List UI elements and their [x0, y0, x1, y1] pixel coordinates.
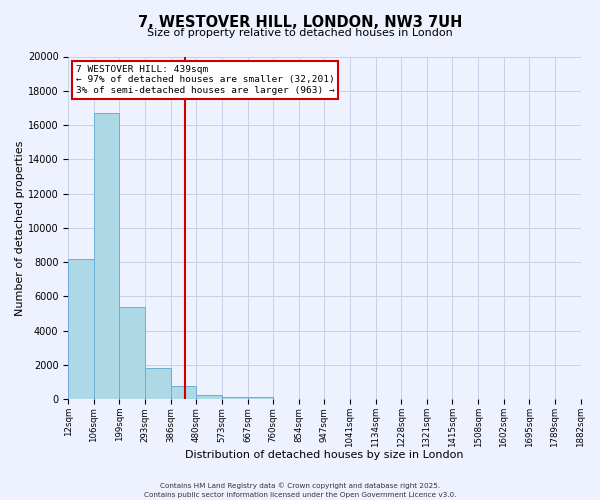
Text: Contains HM Land Registry data © Crown copyright and database right 2025.: Contains HM Land Registry data © Crown c…: [160, 482, 440, 489]
X-axis label: Distribution of detached houses by size in London: Distribution of detached houses by size …: [185, 450, 464, 460]
Bar: [222, 396, 248, 399]
Bar: [171, 386, 196, 399]
Text: Contains public sector information licensed under the Open Government Licence v3: Contains public sector information licen…: [144, 492, 456, 498]
Bar: [196, 395, 222, 399]
Text: 7, WESTOVER HILL, LONDON, NW3 7UH: 7, WESTOVER HILL, LONDON, NW3 7UH: [138, 15, 462, 30]
Text: 7 WESTOVER HILL: 439sqm
← 97% of detached houses are smaller (32,201)
3% of semi: 7 WESTOVER HILL: 439sqm ← 97% of detache…: [76, 65, 335, 95]
Bar: [94, 113, 119, 399]
Bar: [145, 368, 171, 399]
Text: Size of property relative to detached houses in London: Size of property relative to detached ho…: [147, 28, 453, 38]
Y-axis label: Number of detached properties: Number of detached properties: [15, 140, 25, 316]
Bar: [119, 306, 145, 399]
Bar: [248, 398, 273, 399]
Bar: [68, 258, 94, 399]
